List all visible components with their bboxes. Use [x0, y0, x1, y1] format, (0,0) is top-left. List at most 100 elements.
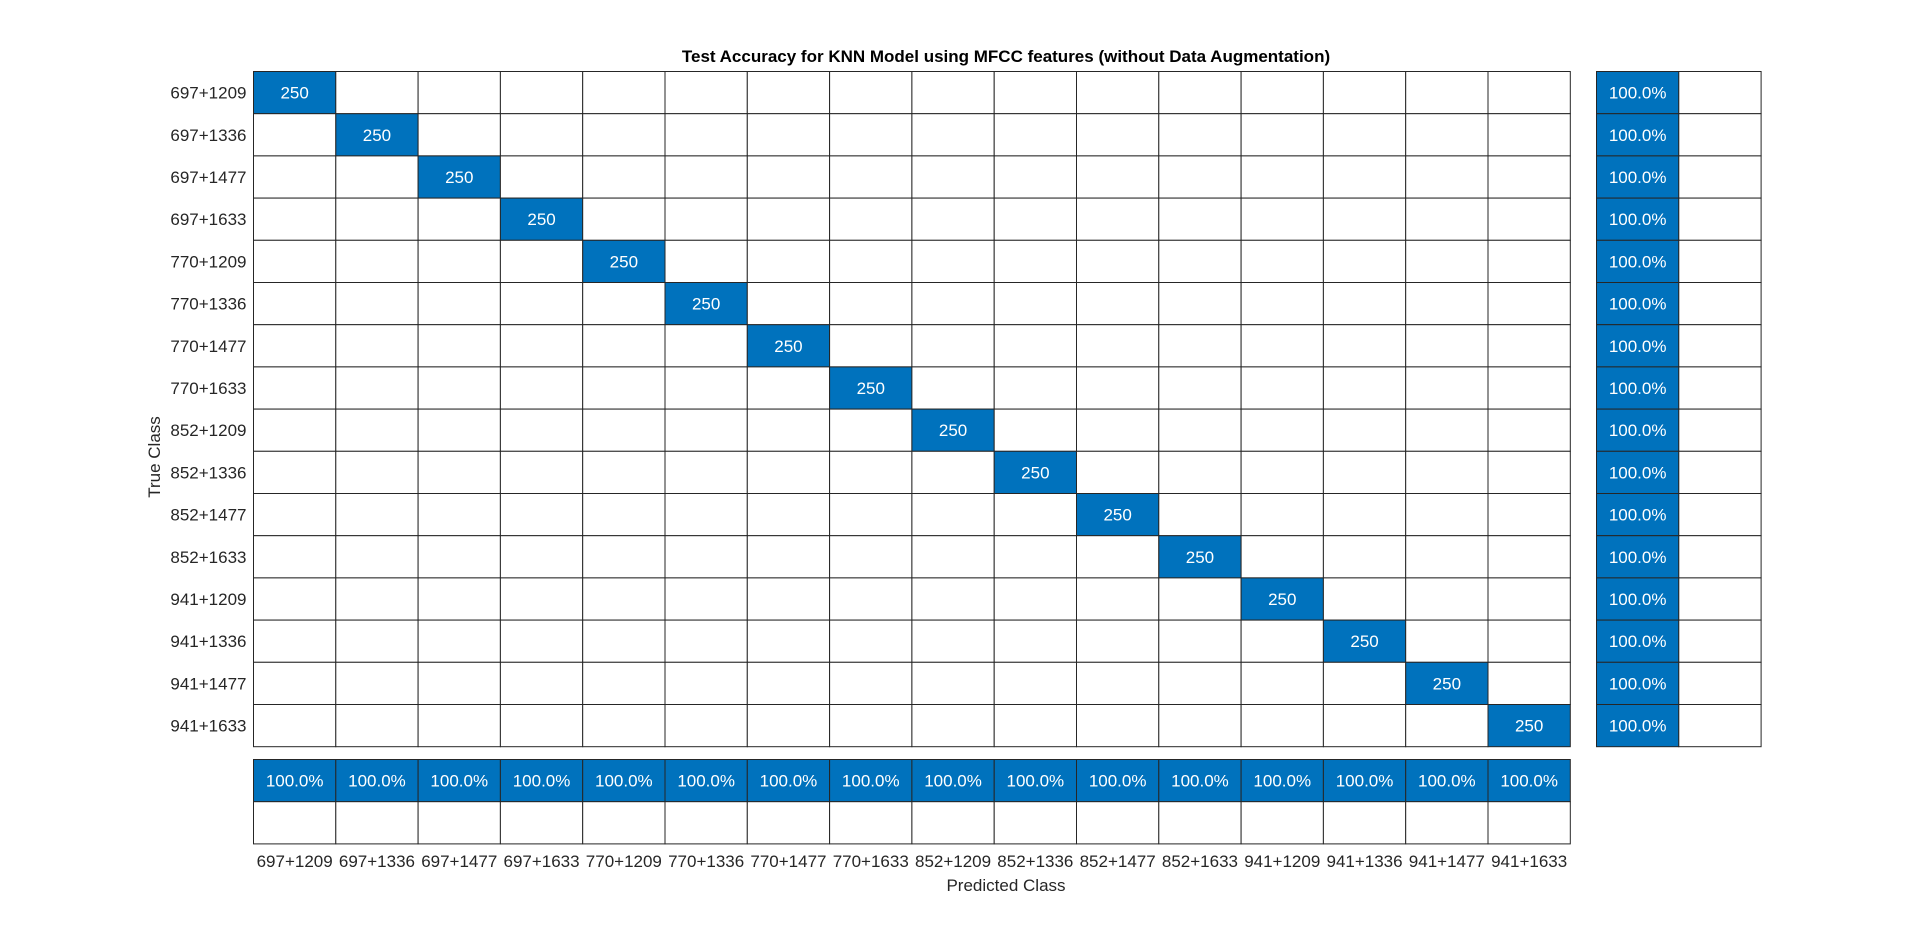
matrix-cell-empty: [746, 577, 831, 621]
matrix-cell-empty: [829, 408, 913, 452]
matrix-cell-empty: [1158, 661, 1242, 705]
row-summary-cell-correct: [1596, 408, 1680, 452]
matrix-cell-empty: [499, 493, 584, 537]
matrix-cell-empty: [1487, 71, 1571, 115]
matrix-cell-empty: [911, 450, 995, 494]
column-summary-cell-incorrect: [253, 801, 337, 845]
matrix-cell-empty: [1158, 493, 1242, 537]
column-summary-cell-incorrect: [335, 801, 419, 845]
matrix-cell-empty: [664, 661, 748, 705]
matrix-cell-empty: [417, 493, 501, 537]
x-tick-label: 941+1477: [1409, 852, 1485, 871]
column-summary-cell-incorrect: [499, 801, 584, 845]
matrix-cell-empty: [829, 619, 913, 663]
row-summary-cell-correct: [1596, 661, 1680, 705]
row-summary-cell-incorrect: [1678, 661, 1762, 705]
y-tick-label: 770+1336: [170, 295, 246, 314]
row-summary-value: 100.0%: [1609, 168, 1667, 187]
matrix-cell-empty: [1240, 493, 1324, 537]
x-tick-label: 697+1633: [503, 852, 579, 871]
row-summary-cell-correct: [1596, 113, 1680, 157]
x-axis-label: Predicted Class: [946, 876, 1065, 895]
matrix-cell-empty: [746, 197, 831, 241]
row-summary-value: 100.0%: [1609, 252, 1667, 271]
matrix-cell-empty: [335, 71, 419, 115]
matrix-cell-empty: [829, 661, 913, 705]
matrix-cell-empty: [253, 535, 337, 579]
column-summary-value: 100.0%: [677, 772, 735, 791]
matrix-cell-empty: [582, 113, 666, 157]
matrix-cell-empty: [664, 704, 748, 748]
matrix-cell-empty: [499, 577, 584, 621]
matrix-cell-empty: [499, 155, 584, 199]
column-summary-cell-correct: [1076, 759, 1160, 803]
matrix-cell-empty: [1158, 619, 1242, 663]
x-tick-label: 941+1209: [1244, 852, 1320, 871]
row-summary-value: 100.0%: [1609, 717, 1667, 736]
matrix-cell-empty: [582, 704, 666, 748]
matrix-cell-empty: [417, 324, 501, 368]
column-summary-value: 100.0%: [760, 772, 818, 791]
y-tick-label: 697+1633: [170, 210, 246, 229]
matrix-cell-empty: [1076, 71, 1160, 115]
column-summary-cell-correct: [582, 759, 666, 803]
matrix-cell-empty: [417, 535, 501, 579]
row-summary-cell-incorrect: [1678, 704, 1762, 748]
matrix-cell-empty: [499, 619, 584, 663]
matrix-cell-empty: [1076, 450, 1160, 494]
column-summary-cell-correct: [993, 759, 1078, 803]
x-tick-label: 770+1209: [586, 852, 662, 871]
y-tick-label: 697+1336: [170, 126, 246, 145]
matrix-cell-empty: [1405, 366, 1489, 410]
matrix-cell-empty: [1405, 408, 1489, 452]
column-summary-value: 100.0%: [266, 772, 324, 791]
row-summary-cell-correct: [1596, 324, 1680, 368]
column-summary-cell-correct: [1322, 759, 1407, 803]
matrix-cell-empty: [253, 282, 337, 326]
matrix-cell-empty: [1322, 324, 1407, 368]
matrix-cell-empty: [582, 661, 666, 705]
matrix-cell-empty: [1076, 155, 1160, 199]
matrix-cell-empty: [911, 71, 995, 115]
matrix-cell-empty: [335, 282, 419, 326]
matrix-cell-empty: [746, 619, 831, 663]
matrix-cell-empty: [335, 366, 419, 410]
matrix-cell-value: 250: [527, 210, 555, 229]
matrix-cell-empty: [664, 155, 748, 199]
matrix-cell-empty: [582, 155, 666, 199]
row-summary-value: 100.0%: [1609, 632, 1667, 651]
y-tick-label: 852+1477: [170, 506, 246, 525]
matrix-cell-filled: [1322, 619, 1407, 663]
matrix-cell-empty: [499, 661, 584, 705]
matrix-cell-empty: [746, 155, 831, 199]
matrix-cell-empty: [417, 197, 501, 241]
matrix-cell-empty: [1405, 155, 1489, 199]
matrix-cell-value: 250: [1021, 463, 1049, 482]
row-summary-cell-incorrect: [1678, 408, 1762, 452]
matrix-cell-empty: [911, 239, 995, 284]
matrix-cell-empty: [1322, 535, 1407, 579]
matrix-cell-value: 250: [1350, 632, 1378, 651]
row-summary-value: 100.0%: [1609, 295, 1667, 314]
matrix-cell-empty: [1322, 704, 1407, 748]
matrix-cell-empty: [499, 71, 584, 115]
y-tick-label: 941+1209: [170, 590, 246, 609]
confusion-matrix-grid: 250 250 250 250 250 250 250 250 250 250 250 250 250 2…: [253, 71, 1571, 748]
matrix-cell-empty: [746, 535, 831, 579]
matrix-cell-value: 250: [1268, 590, 1296, 609]
matrix-cell-empty: [746, 408, 831, 452]
matrix-cell-empty: [1158, 239, 1242, 284]
row-summary-value: 100.0%: [1609, 210, 1667, 229]
matrix-cell-value: 250: [857, 379, 885, 398]
column-summary-value: 100.0%: [1336, 772, 1394, 791]
column-summary-cell-incorrect: [746, 801, 831, 845]
matrix-cell-empty: [499, 282, 584, 326]
row-summary-value: 100.0%: [1609, 463, 1667, 482]
matrix-cell-empty: [829, 450, 913, 494]
x-tick-label: 697+1209: [257, 852, 333, 871]
x-tick-label: 852+1209: [915, 852, 991, 871]
matrix-cell-empty: [1158, 324, 1242, 368]
matrix-cell-empty: [582, 366, 666, 410]
matrix-cell-empty: [911, 113, 995, 157]
